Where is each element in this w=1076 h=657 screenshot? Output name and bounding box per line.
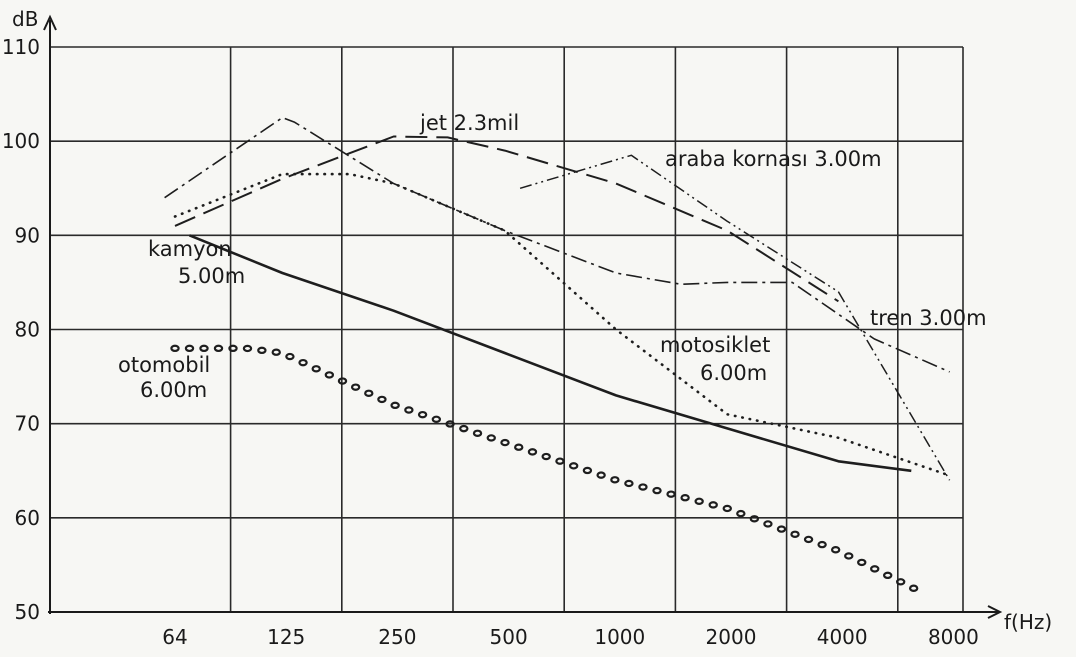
- y-tick-label: 90: [15, 223, 40, 247]
- circle-marker: [431, 415, 442, 424]
- circle-marker: [817, 540, 827, 549]
- label-araba-kornasi: araba kornası 3.00m: [665, 147, 882, 171]
- circle-marker: [271, 348, 281, 356]
- circle-marker: [199, 344, 209, 353]
- y-tick-label: 100: [2, 129, 40, 153]
- circle-marker: [486, 434, 496, 442]
- y-tick-label: 70: [15, 412, 40, 436]
- label-motosiklet-1: motosiklet: [660, 333, 770, 357]
- x-tick-label: 1000: [594, 625, 645, 649]
- series-labels: jet 2.3mil araba kornası 3.00m tren 3.00…: [118, 111, 987, 402]
- x-tick-label: 64: [162, 625, 187, 649]
- series-otomobil: [170, 344, 919, 592]
- series-tren: [164, 116, 950, 373]
- series-araba: [519, 154, 951, 481]
- y-tick-label: 80: [15, 318, 40, 342]
- circle-marker: [213, 344, 224, 353]
- circle-marker: [568, 462, 579, 470]
- label-tren: tren 3.00m: [870, 306, 987, 330]
- circle-marker: [638, 483, 648, 491]
- circle-marker: [337, 377, 348, 385]
- x-tick-label: 125: [267, 625, 305, 649]
- circle-marker: [324, 371, 335, 379]
- circle-marker: [472, 429, 483, 437]
- circle-marker: [895, 578, 906, 586]
- y-axis-title: dB: [12, 7, 38, 31]
- series-motosiklet: [173, 172, 951, 477]
- label-otomobil-1: otomobil: [118, 353, 210, 377]
- circle-marker: [610, 476, 620, 484]
- circle-marker: [857, 558, 867, 567]
- circle-marker: [582, 466, 593, 475]
- series-kamyon: [188, 234, 912, 473]
- circle-marker: [652, 486, 662, 495]
- circle-marker: [555, 457, 565, 465]
- circle-marker: [459, 424, 469, 433]
- label-motosiklet-2: 6.00m: [700, 361, 767, 385]
- label-jet: jet 2.3mil: [419, 111, 519, 135]
- circle-marker: [722, 504, 732, 513]
- circle-marker: [776, 525, 787, 533]
- x-axis-arrow: [987, 605, 1003, 619]
- circle-marker: [708, 501, 718, 509]
- circle-marker: [736, 509, 746, 518]
- series-jet: [174, 135, 839, 303]
- x-tick-label: 8000: [928, 625, 979, 649]
- gridlines: [50, 46, 964, 612]
- label-kamyon-2: 5.00m: [178, 264, 245, 288]
- circle-marker: [170, 344, 180, 353]
- x-tick-label: 500: [490, 625, 528, 649]
- tick-labels: 64 125 250 500 1000 2000 4000 8000 110 100 90 80 70 6…: [2, 35, 979, 649]
- circle-marker: [883, 571, 893, 580]
- x-tick-label: 250: [378, 625, 416, 649]
- circle-marker: [870, 565, 880, 573]
- circle-marker: [514, 443, 524, 451]
- circle-marker: [417, 410, 428, 419]
- series-lines: [164, 116, 951, 592]
- circle-marker: [749, 515, 760, 523]
- circle-marker: [242, 344, 253, 353]
- label-kamyon-1: kamyon: [148, 237, 232, 261]
- x-tick-label: 2000: [706, 625, 757, 649]
- circle-marker: [298, 358, 308, 367]
- circle-marker: [763, 520, 773, 528]
- circle-marker: [830, 546, 841, 554]
- circle-marker: [803, 535, 814, 544]
- y-axis-arrow: [43, 14, 57, 31]
- x-tick-label: 4000: [817, 625, 868, 649]
- circle-marker: [596, 471, 606, 479]
- y-tick-label: 110: [2, 35, 40, 59]
- circle-marker: [404, 406, 414, 414]
- circle-marker: [445, 420, 455, 428]
- circle-marker: [624, 479, 634, 488]
- circle-marker: [908, 584, 919, 592]
- circle-marker: [527, 448, 538, 456]
- circle-marker: [666, 490, 676, 498]
- circle-marker: [228, 344, 238, 353]
- circle-marker: [285, 352, 295, 361]
- circle-marker: [184, 344, 195, 353]
- y-tick-label: 60: [15, 506, 40, 530]
- circle-marker: [257, 346, 267, 355]
- circle-marker: [541, 452, 551, 461]
- circle-marker: [500, 438, 510, 447]
- circle-marker: [694, 497, 704, 505]
- x-axis-title: f(Hz): [1004, 610, 1052, 634]
- circle-marker: [377, 395, 387, 404]
- circle-marker: [364, 389, 374, 397]
- label-otomobil-2: 6.00m: [140, 378, 207, 402]
- circle-marker: [390, 401, 400, 410]
- circle-marker: [350, 383, 361, 391]
- circle-marker: [311, 365, 321, 373]
- y-tick-label: 50: [15, 600, 40, 624]
- circle-marker: [680, 494, 690, 502]
- axes: [43, 14, 1003, 619]
- circle-marker: [790, 530, 800, 538]
- circle-marker: [844, 552, 854, 560]
